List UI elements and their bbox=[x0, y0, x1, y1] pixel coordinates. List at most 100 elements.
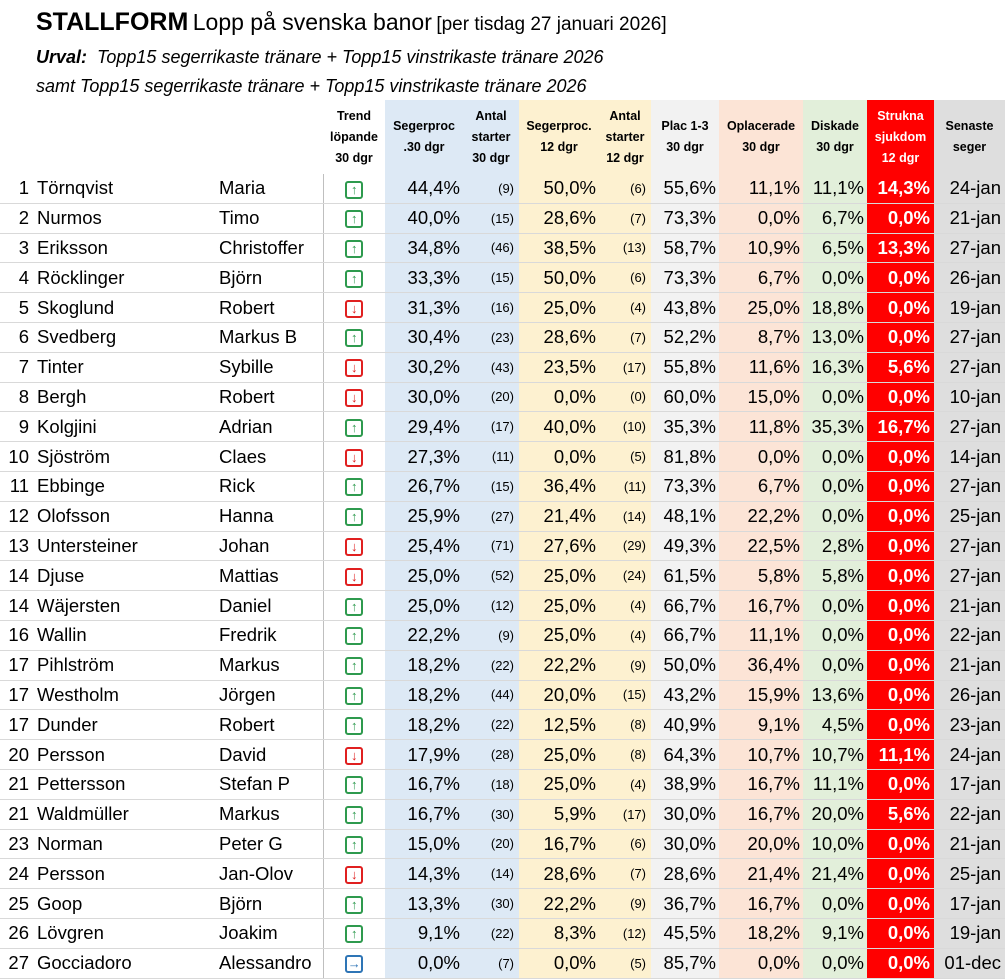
first-name-cell: Fredrik bbox=[213, 620, 324, 651]
last-name-cell: Bergh bbox=[33, 382, 213, 413]
win-pct-30-cell: 25,0% bbox=[385, 560, 463, 592]
rank-cell: 17 bbox=[0, 709, 33, 741]
last-name-cell: Skoglund bbox=[33, 292, 213, 323]
placed-30-cell: 30,0% bbox=[651, 829, 719, 860]
table-row: 26 Lövgren Joakim ↑ 9,1% (22) 8,3% (12) 45,5% 18,… bbox=[0, 918, 1005, 949]
unplaced-30-cell: 21,4% bbox=[719, 858, 803, 890]
win-pct-30-cell: 18,2% bbox=[385, 650, 463, 681]
trend-cell: ↑ bbox=[323, 829, 385, 860]
starts-30-cell: (30) bbox=[463, 888, 519, 919]
scratched-sick-cell: 0,0% bbox=[867, 948, 934, 979]
placed-30-cell: 61,5% bbox=[651, 560, 719, 592]
win-pct-30-cell: 16,7% bbox=[385, 799, 463, 830]
disqualified-30-cell: 0,0% bbox=[803, 650, 867, 681]
arrow-down-icon: ↓ bbox=[345, 538, 364, 557]
last-name-cell: Untersteiner bbox=[33, 531, 213, 562]
last-name-cell: Nurmos bbox=[33, 203, 213, 234]
starts-12-cell: (24) bbox=[599, 560, 651, 592]
first-name-cell: Johan bbox=[213, 531, 324, 562]
scratched-sick-cell: 0,0% bbox=[867, 680, 934, 711]
rank-cell: 21 bbox=[0, 769, 33, 800]
rank-cell: 26 bbox=[0, 918, 33, 949]
selection-line-1: Urval: Topp15 segerrikaste tränare + Top… bbox=[36, 47, 604, 68]
scratched-sick-cell: 16,7% bbox=[867, 411, 934, 443]
win-pct-12-cell: 25,0% bbox=[519, 292, 599, 323]
first-name-cell: Alessandro bbox=[213, 948, 324, 979]
first-name-cell: Claes bbox=[213, 441, 324, 472]
starts-30-cell: (20) bbox=[463, 382, 519, 413]
table-header-row: Trend löpande 30 dgr Segerproc .30 dgr Anta… bbox=[0, 100, 1005, 174]
starts-30-cell: (44) bbox=[463, 680, 519, 711]
scratched-sick-cell: 0,0% bbox=[867, 590, 934, 621]
disqualified-30-cell: 6,7% bbox=[803, 203, 867, 234]
trend-cell: ↑ bbox=[323, 411, 385, 443]
arrow-up-icon: ↑ bbox=[345, 478, 364, 497]
latest-win-cell: 22-jan bbox=[934, 620, 1005, 651]
last-name-cell: Törnqvist bbox=[33, 174, 213, 204]
arrow-up-icon: ↑ bbox=[345, 627, 364, 646]
table-row: 23 Norman Peter G ↑ 15,0% (20) 16,7% (6) 30,0% 20… bbox=[0, 829, 1005, 860]
starts-30-cell: (43) bbox=[463, 352, 519, 383]
starts-30-cell: (15) bbox=[463, 262, 519, 294]
placed-30-cell: 73,3% bbox=[651, 203, 719, 234]
trend-cell: ↑ bbox=[323, 918, 385, 949]
placed-30-cell: 66,7% bbox=[651, 620, 719, 651]
placed-30-cell: 81,8% bbox=[651, 441, 719, 472]
starts-12-cell: (11) bbox=[599, 471, 651, 502]
placed-30-cell: 66,7% bbox=[651, 590, 719, 621]
starts-30-cell: (14) bbox=[463, 858, 519, 890]
unplaced-30-cell: 8,7% bbox=[719, 322, 803, 353]
scratched-sick-cell: 0,0% bbox=[867, 441, 934, 472]
rank-cell: 3 bbox=[0, 233, 33, 264]
arrow-up-icon: ↑ bbox=[345, 508, 364, 527]
trainer-stats-table: Trend löpande 30 dgr Segerproc .30 dgr Anta… bbox=[0, 100, 1005, 979]
disqualified-30-cell: 0,0% bbox=[803, 501, 867, 532]
first-name-cell: Sybille bbox=[213, 352, 324, 383]
starts-12-cell: (9) bbox=[599, 888, 651, 919]
win-pct-30-cell: 13,3% bbox=[385, 888, 463, 919]
scratched-sick-cell: 0,0% bbox=[867, 292, 934, 323]
disqualified-30-cell: 0,0% bbox=[803, 382, 867, 413]
table-row: 11 Ebbinge Rick ↑ 26,7% (15) 36,4% (11) 73,3% 6,7… bbox=[0, 471, 1005, 502]
table-row: 24 Persson Jan-Olov ↓ 14,3% (14) 28,6% (7) 28,6%… bbox=[0, 858, 1005, 890]
latest-win-cell: 26-jan bbox=[934, 262, 1005, 294]
starts-30-cell: (20) bbox=[463, 829, 519, 860]
header-placed-30: Plac 1-3 30 dgr bbox=[651, 100, 719, 174]
main-title: Lopp på svenska banor bbox=[192, 9, 432, 35]
win-pct-12-cell: 21,4% bbox=[519, 501, 599, 532]
scratched-sick-cell: 0,0% bbox=[867, 262, 934, 294]
placed-30-cell: 58,7% bbox=[651, 233, 719, 264]
first-name-cell: Hanna bbox=[213, 501, 324, 532]
rank-cell: 17 bbox=[0, 650, 33, 681]
first-name-cell: Timo bbox=[213, 203, 324, 234]
disqualified-30-cell: 4,5% bbox=[803, 709, 867, 741]
last-name-cell: Djuse bbox=[33, 560, 213, 592]
starts-12-cell: (12) bbox=[599, 918, 651, 949]
win-pct-30-cell: 33,3% bbox=[385, 262, 463, 294]
disqualified-30-cell: 13,0% bbox=[803, 322, 867, 353]
starts-30-cell: (9) bbox=[463, 620, 519, 651]
starts-30-cell: (22) bbox=[463, 650, 519, 681]
disqualified-30-cell: 21,4% bbox=[803, 858, 867, 890]
table-row: 10 Sjöström Claes ↓ 27,3% (11) 0,0% (5) 81,8% 0,0… bbox=[0, 441, 1005, 472]
rank-cell: 23 bbox=[0, 829, 33, 860]
trend-cell: ↑ bbox=[323, 262, 385, 294]
arrow-up-icon: ↑ bbox=[345, 210, 364, 229]
win-pct-12-cell: 0,0% bbox=[519, 441, 599, 472]
starts-12-cell: (4) bbox=[599, 292, 651, 323]
starts-12-cell: (6) bbox=[599, 262, 651, 294]
latest-win-cell: 01-dec bbox=[934, 948, 1005, 979]
header-trend: Trend löpande 30 dgr bbox=[330, 108, 378, 165]
starts-12-cell: (7) bbox=[599, 203, 651, 234]
placed-30-cell: 28,6% bbox=[651, 858, 719, 890]
arrow-up-icon: ↑ bbox=[345, 269, 364, 288]
unplaced-30-cell: 0,0% bbox=[719, 441, 803, 472]
arrow-down-icon: ↓ bbox=[345, 359, 364, 378]
starts-12-cell: (4) bbox=[599, 590, 651, 621]
unplaced-30-cell: 10,9% bbox=[719, 233, 803, 264]
last-name-cell: Norman bbox=[33, 829, 213, 860]
scratched-sick-cell: 0,0% bbox=[867, 531, 934, 562]
first-name-cell: Joakim bbox=[213, 918, 324, 949]
unplaced-30-cell: 11,1% bbox=[719, 620, 803, 651]
placed-30-cell: 73,3% bbox=[651, 262, 719, 294]
